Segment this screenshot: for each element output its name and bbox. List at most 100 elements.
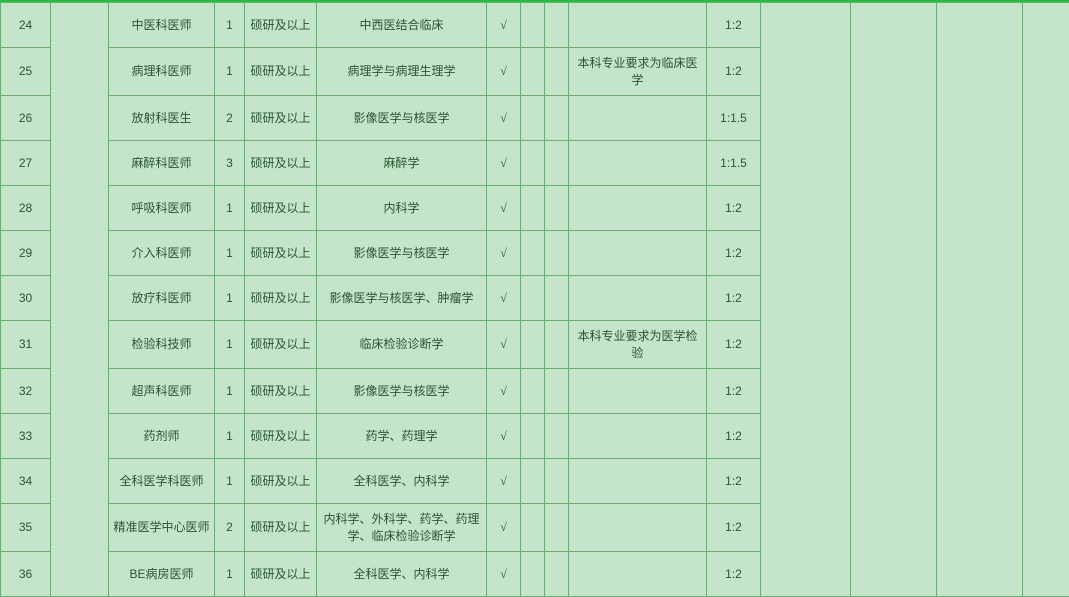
count-cell: 1	[215, 186, 245, 231]
blank-cell-2	[545, 141, 569, 186]
check-cell: √	[487, 48, 521, 96]
major-cell: 全科医学、内科学	[317, 552, 487, 597]
row-index-cell: 28	[1, 186, 51, 231]
education-cell: 硕研及以上	[245, 276, 317, 321]
position-cell: 放射科医生	[109, 96, 215, 141]
count-cell: 1	[215, 231, 245, 276]
blank-cell-2	[545, 48, 569, 96]
education-cell: 硕研及以上	[245, 96, 317, 141]
count-cell: 1	[215, 459, 245, 504]
count-cell: 3	[215, 141, 245, 186]
position-cell: 麻醉科医师	[109, 141, 215, 186]
blank-cell-1	[521, 48, 545, 96]
ratio-cell: 1:2	[707, 3, 761, 48]
blank-cell-1	[521, 459, 545, 504]
education-cell: 硕研及以上	[245, 369, 317, 414]
education-cell: 硕研及以上	[245, 504, 317, 552]
position-cell: 放疗科医师	[109, 276, 215, 321]
check-cell: √	[487, 186, 521, 231]
education-cell: 硕研及以上	[245, 414, 317, 459]
blank-cell-2	[545, 96, 569, 141]
ratio-cell: 1:2	[707, 48, 761, 96]
blank-cell-1	[521, 96, 545, 141]
education-cell: 硕研及以上	[245, 186, 317, 231]
requirement-cell	[569, 369, 707, 414]
merged-trailing-1	[761, 3, 851, 597]
education-cell: 硕研及以上	[245, 552, 317, 597]
count-cell: 1	[215, 276, 245, 321]
count-cell: 1	[215, 414, 245, 459]
count-cell: 2	[215, 504, 245, 552]
blank-cell-2	[545, 369, 569, 414]
requirement-cell	[569, 504, 707, 552]
ratio-cell: 1:2	[707, 186, 761, 231]
check-cell: √	[487, 3, 521, 48]
major-cell: 临床检验诊断学	[317, 321, 487, 369]
check-cell: √	[487, 276, 521, 321]
blank-cell-1	[521, 3, 545, 48]
recruitment-table-wrap: 24中医科医师1硕研及以上中西医结合临床√1:225病理科医师1硕研及以上病理学…	[0, 0, 1069, 597]
row-index-cell: 27	[1, 141, 51, 186]
ratio-cell: 1:2	[707, 504, 761, 552]
check-cell: √	[487, 459, 521, 504]
blank-cell-2	[545, 321, 569, 369]
position-cell: 中医科医师	[109, 3, 215, 48]
ratio-cell: 1:2	[707, 276, 761, 321]
count-cell: 1	[215, 3, 245, 48]
check-cell: √	[487, 369, 521, 414]
row-index-cell: 30	[1, 276, 51, 321]
blank-cell-1	[521, 231, 545, 276]
count-cell: 2	[215, 96, 245, 141]
major-cell: 影像医学与核医学	[317, 96, 487, 141]
position-cell: 检验科技师	[109, 321, 215, 369]
education-cell: 硕研及以上	[245, 321, 317, 369]
blank-cell-1	[521, 414, 545, 459]
row-index-cell: 31	[1, 321, 51, 369]
merged-trailing-4	[1023, 3, 1069, 597]
education-cell: 硕研及以上	[245, 48, 317, 96]
major-cell: 病理学与病理生理学	[317, 48, 487, 96]
row-index-cell: 29	[1, 231, 51, 276]
blank-cell-2	[545, 552, 569, 597]
blank-cell-2	[545, 504, 569, 552]
count-cell: 1	[215, 321, 245, 369]
row-index-cell: 34	[1, 459, 51, 504]
education-cell: 硕研及以上	[245, 459, 317, 504]
requirement-cell	[569, 414, 707, 459]
recruitment-table: 24中医科医师1硕研及以上中西医结合临床√1:225病理科医师1硕研及以上病理学…	[0, 2, 1069, 597]
blank-cell-2	[545, 459, 569, 504]
position-cell: 药剂师	[109, 414, 215, 459]
check-cell: √	[487, 504, 521, 552]
ratio-cell: 1:1.5	[707, 141, 761, 186]
blank-cell-2	[545, 231, 569, 276]
position-cell: 超声科医师	[109, 369, 215, 414]
ratio-cell: 1:2	[707, 459, 761, 504]
requirement-cell	[569, 459, 707, 504]
blank-cell-1	[521, 321, 545, 369]
position-cell: BE病房医师	[109, 552, 215, 597]
merged-trailing-3	[937, 3, 1023, 597]
requirement-cell	[569, 141, 707, 186]
check-cell: √	[487, 96, 521, 141]
major-cell: 影像医学与核医学	[317, 231, 487, 276]
education-cell: 硕研及以上	[245, 3, 317, 48]
requirement-cell: 本科专业要求为医学检验	[569, 321, 707, 369]
blank-cell-2	[545, 276, 569, 321]
count-cell: 1	[215, 48, 245, 96]
blank-cell-1	[521, 186, 545, 231]
major-cell: 内科学	[317, 186, 487, 231]
requirement-cell: 本科专业要求为临床医学	[569, 48, 707, 96]
blank-cell-1	[521, 276, 545, 321]
count-cell: 1	[215, 369, 245, 414]
position-cell: 全科医学科医师	[109, 459, 215, 504]
merged-trailing-2	[851, 3, 937, 597]
blank-cell-1	[521, 552, 545, 597]
row-index-cell: 33	[1, 414, 51, 459]
table-body: 24中医科医师1硕研及以上中西医结合临床√1:225病理科医师1硕研及以上病理学…	[1, 3, 1069, 597]
ratio-cell: 1:1.5	[707, 96, 761, 141]
row-index-cell: 36	[1, 552, 51, 597]
table-row: 24中医科医师1硕研及以上中西医结合临床√1:2	[1, 3, 1069, 48]
check-cell: √	[487, 321, 521, 369]
major-cell: 中西医结合临床	[317, 3, 487, 48]
position-cell: 介入科医师	[109, 231, 215, 276]
